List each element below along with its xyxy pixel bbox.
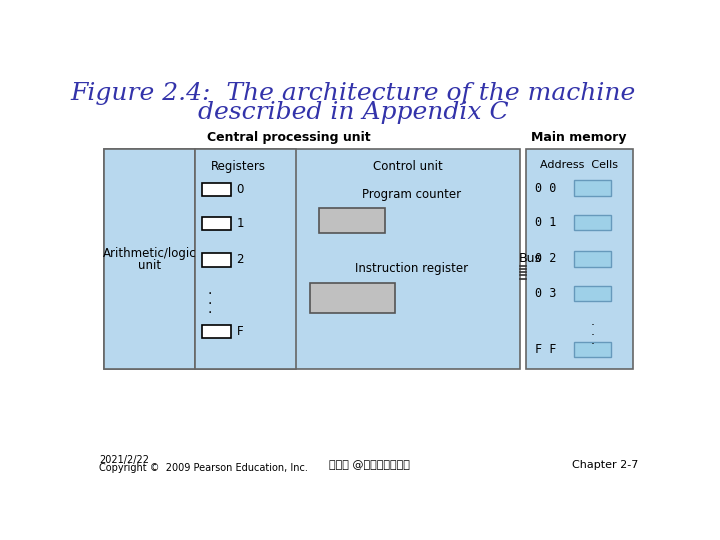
Text: Bus: Bus [519,252,542,265]
Text: .: . [590,315,594,328]
Text: unit: unit [138,259,161,272]
Text: Registers: Registers [210,160,266,173]
Text: F: F [237,325,243,338]
Text: .: . [590,334,594,347]
Text: described in Appendix C: described in Appendix C [198,101,509,124]
Bar [104,150,195,369]
Text: 2: 2 [237,253,244,267]
Bar [574,180,611,195]
Bar [574,251,611,267]
Text: 0 2: 0 2 [535,252,557,265]
Text: Program counter: Program counter [362,188,462,201]
Bar [202,325,231,338]
Bar [574,286,611,301]
Bar [526,150,632,369]
Text: 0 0: 0 0 [535,181,557,194]
Text: .: . [207,302,212,316]
Text: 0 3: 0 3 [535,287,557,300]
Text: Central processing unit: Central processing unit [207,131,371,144]
Bar [574,215,611,231]
Text: Copyright ©  2009 Pearson Education, Inc.: Copyright © 2009 Pearson Education, Inc. [99,463,308,473]
Text: Figure 2.4:  The architecture of the machine: Figure 2.4: The architecture of the mach… [71,82,636,105]
Text: Control unit: Control unit [373,160,443,173]
Text: Instruction register: Instruction register [356,262,469,275]
Text: Arithmetic/logic: Arithmetic/logic [103,247,197,260]
Text: .: . [207,284,212,298]
Bar [104,150,520,369]
Text: 1: 1 [237,217,244,230]
Text: .: . [590,325,594,338]
Text: 蔡文能 @交通大學資工系: 蔡文能 @交通大學資工系 [328,460,410,470]
Bar [202,217,231,231]
Bar [574,342,611,357]
Bar [195,150,296,369]
Bar [202,183,231,195]
Text: 0 1: 0 1 [535,216,557,229]
Text: F F: F F [535,343,557,356]
Text: Chapter 2-7: Chapter 2-7 [572,460,639,470]
Bar [320,208,385,233]
Text: .: . [207,293,212,307]
Text: 2021/2/22: 2021/2/22 [99,455,149,465]
Bar [310,284,395,313]
Text: 0: 0 [237,183,244,195]
Text: Address  Cells: Address Cells [540,160,618,170]
Bar [202,253,231,267]
Text: Main memory: Main memory [531,131,627,144]
